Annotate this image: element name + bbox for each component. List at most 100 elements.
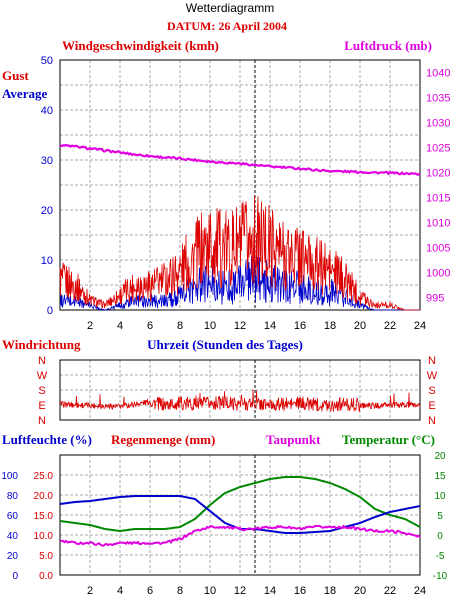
temperature-tick: 20 bbox=[434, 451, 446, 462]
wind-speed-tick: 10 bbox=[41, 255, 53, 267]
humidity-tick: 100 bbox=[1, 471, 18, 482]
pressure-tick: 1020 bbox=[426, 168, 450, 180]
wind-speed-tick: 40 bbox=[41, 105, 53, 117]
temperature-tick: -5 bbox=[436, 551, 445, 562]
average-wind-line bbox=[59, 256, 420, 311]
temperature-tick: -10 bbox=[433, 571, 448, 582]
hour-tick: 18 bbox=[324, 585, 336, 597]
climate-panel-grid bbox=[59, 454, 421, 576]
hour-tick: 8 bbox=[177, 320, 183, 332]
wind-speed-tick: 50 bbox=[41, 55, 53, 67]
temperature-tick: 0 bbox=[437, 531, 443, 542]
direction-panel-series bbox=[59, 389, 421, 413]
hour-tick: 16 bbox=[294, 320, 306, 332]
hour-tick: 12 bbox=[234, 320, 246, 332]
time-axis-title: Uhrzeit (Stunden des Tages) bbox=[147, 337, 303, 352]
direction-tick-right: E bbox=[428, 400, 435, 412]
wind-speed-tick: 20 bbox=[41, 205, 53, 217]
wind-panel-grid bbox=[59, 59, 421, 311]
rain-tick: 25.0 bbox=[34, 471, 54, 482]
rain-tick: 5.0 bbox=[39, 551, 53, 562]
pressure-tick: 1005 bbox=[426, 243, 450, 255]
humidity-tick: 20 bbox=[7, 551, 19, 562]
direction-tick-right: N bbox=[428, 355, 436, 367]
rain-axis-title: Regenmenge (mm) bbox=[111, 432, 215, 447]
diagram-title: Wetterdiagramm bbox=[186, 1, 274, 15]
wind-direction-title: Windrichtung bbox=[2, 337, 81, 352]
climate-panel-hour-labels: 2 4 6 8 10 12 14 16 18 20 22 24 bbox=[87, 585, 426, 597]
direction-tick-right: W bbox=[427, 370, 438, 382]
direction-tick-left: N bbox=[38, 355, 46, 367]
date-label: DATUM: 26 April 2004 bbox=[167, 19, 287, 33]
humidity-rain-tick-labels: 0 20 40 60 80 100 0.0 5.0 10.0 15.0 20.0 25.0 bbox=[1, 471, 53, 582]
hour-tick: 12 bbox=[234, 585, 246, 597]
humidity-tick: 40 bbox=[7, 531, 19, 542]
legend-gust: Gust bbox=[2, 68, 29, 83]
temperature-axis-title: Temperatur (°C) bbox=[342, 432, 435, 447]
hour-tick: 6 bbox=[147, 585, 153, 597]
pressure-tick: 1030 bbox=[426, 118, 450, 130]
climate-panel-series bbox=[59, 476, 421, 547]
direction-tick-right: N bbox=[428, 415, 436, 427]
hour-tick: 24 bbox=[414, 585, 426, 597]
direction-tick-left: W bbox=[37, 370, 48, 382]
hour-tick: 10 bbox=[204, 585, 216, 597]
hour-tick: 20 bbox=[354, 585, 366, 597]
wind-panel-frame bbox=[59, 59, 421, 311]
rain-tick: 20.0 bbox=[34, 491, 54, 502]
dewpoint-legend: Taupunkt bbox=[266, 432, 321, 447]
pressure-tick: 1040 bbox=[426, 68, 450, 80]
rain-tick: 0.0 bbox=[39, 571, 53, 582]
taupunkt-line bbox=[60, 524, 421, 547]
wind-speed-tick: 30 bbox=[41, 155, 53, 167]
hour-tick: 20 bbox=[354, 320, 366, 332]
hour-tick: 8 bbox=[177, 585, 183, 597]
hour-tick: 2 bbox=[87, 585, 93, 597]
direction-tick-left: N bbox=[38, 415, 46, 427]
direction-tick-right: S bbox=[428, 385, 435, 397]
wind-speed-axis-title: Windgeschwindigkeit (kmh) bbox=[62, 38, 219, 53]
pressure-tick: 1025 bbox=[426, 143, 450, 155]
wind-speed-tick-labels: 0 10 20 30 40 50 bbox=[41, 55, 53, 317]
pressure-axis-title: Luftdruck (mb) bbox=[344, 38, 432, 53]
hour-tick: 22 bbox=[384, 320, 396, 332]
pressure-tick: 1000 bbox=[426, 268, 450, 280]
hour-tick: 4 bbox=[117, 585, 123, 597]
wind-panel-hour-labels: 2 4 6 8 10 12 14 16 18 20 22 24 bbox=[87, 320, 426, 332]
hour-tick: 24 bbox=[414, 320, 426, 332]
humidity-axis-title: Luftfeuchte (%) bbox=[2, 432, 92, 447]
hour-tick: 10 bbox=[204, 320, 216, 332]
pressure-tick-labels: 995 1000 1005 1010 1015 1020 1025 1030 1035 1040 bbox=[426, 68, 450, 305]
hour-tick: 4 bbox=[117, 320, 123, 332]
pressure-line bbox=[59, 143, 421, 176]
climate-panel-frame bbox=[59, 454, 421, 576]
hour-tick: 22 bbox=[384, 585, 396, 597]
direction-tick-labels: N NW WS SE EN N bbox=[37, 355, 438, 427]
hour-tick: 16 bbox=[294, 585, 306, 597]
legend-average: Average bbox=[2, 86, 47, 101]
hour-tick: 6 bbox=[147, 320, 153, 332]
rain-tick: 15.0 bbox=[34, 511, 54, 522]
gust-wind-line bbox=[59, 195, 420, 311]
hour-tick: 14 bbox=[264, 320, 276, 332]
temperatur-line bbox=[59, 476, 421, 532]
humidity-tick: 80 bbox=[7, 491, 19, 502]
pressure-tick: 1010 bbox=[426, 218, 450, 230]
wind-speed-tick: 0 bbox=[47, 305, 53, 317]
hour-tick: 14 bbox=[264, 585, 276, 597]
temperature-tick: 15 bbox=[434, 471, 446, 482]
pressure-tick: 1035 bbox=[426, 93, 450, 105]
wind-direction-line bbox=[59, 389, 421, 413]
humidity-tick: 0 bbox=[12, 571, 18, 582]
hour-tick: 2 bbox=[87, 320, 93, 332]
rain-tick: 10.0 bbox=[34, 531, 54, 542]
direction-tick-left: S bbox=[38, 385, 45, 397]
direction-panel-frame bbox=[59, 359, 421, 421]
direction-tick-left: E bbox=[38, 400, 45, 412]
pressure-tick: 1015 bbox=[426, 193, 450, 205]
wind-panel-series bbox=[59, 143, 421, 311]
temperature-tick-labels: -10 -5 0 5 10 15 20 bbox=[433, 451, 448, 582]
pressure-tick: 995 bbox=[426, 293, 444, 305]
temperature-tick: 10 bbox=[434, 491, 446, 502]
